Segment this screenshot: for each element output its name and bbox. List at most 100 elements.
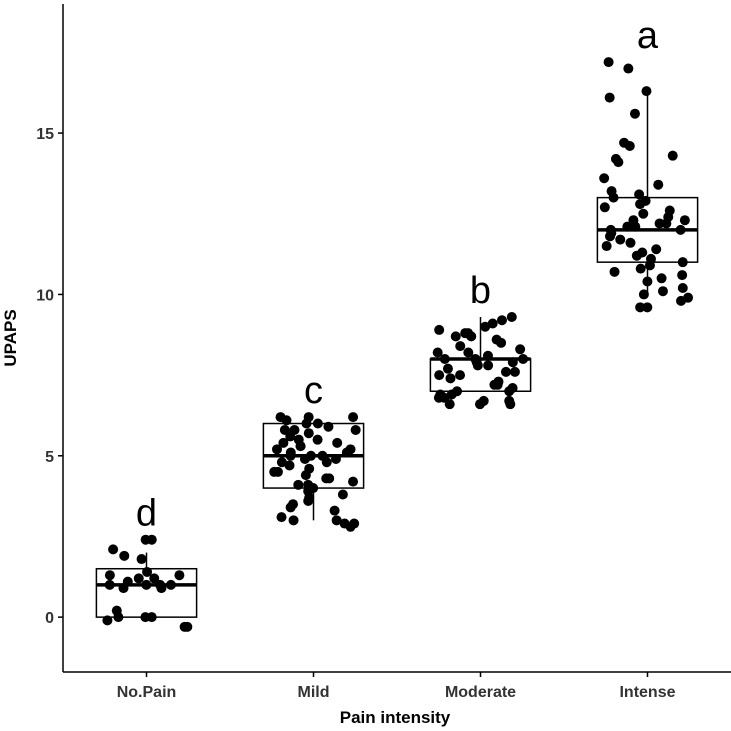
data-point bbox=[332, 437, 343, 448]
data-point bbox=[601, 241, 612, 252]
data-point bbox=[450, 331, 461, 342]
data-point bbox=[285, 431, 296, 442]
data-point bbox=[635, 302, 646, 313]
data-point bbox=[432, 347, 443, 358]
x-tick-label: Mild bbox=[298, 684, 330, 701]
data-point bbox=[507, 357, 518, 368]
data-point bbox=[609, 266, 620, 277]
data-point bbox=[165, 579, 176, 590]
data-point bbox=[653, 179, 664, 190]
data-point bbox=[281, 415, 292, 426]
data-point bbox=[496, 337, 507, 348]
data-point bbox=[119, 550, 130, 561]
y-tick-label: 15 bbox=[36, 126, 54, 143]
data-point bbox=[174, 570, 185, 581]
data-point bbox=[434, 324, 445, 335]
data-point bbox=[303, 495, 314, 506]
plot-area: d c b a bbox=[95, 15, 699, 632]
data-point bbox=[679, 215, 690, 226]
data-point bbox=[299, 454, 310, 465]
data-point bbox=[331, 515, 342, 526]
data-point bbox=[102, 615, 113, 626]
data-point bbox=[641, 86, 652, 97]
data-point bbox=[341, 447, 352, 458]
x-tick-label: Moderate bbox=[445, 684, 516, 701]
data-point bbox=[156, 583, 167, 594]
data-point bbox=[496, 315, 507, 326]
data-point bbox=[303, 428, 314, 439]
data-point bbox=[605, 231, 616, 242]
data-point bbox=[667, 150, 678, 161]
data-point bbox=[608, 192, 619, 203]
data-point bbox=[149, 573, 160, 584]
data-point bbox=[622, 221, 633, 232]
data-point bbox=[350, 424, 361, 435]
data-point bbox=[442, 363, 453, 374]
data-point bbox=[285, 502, 296, 513]
data-point bbox=[348, 412, 359, 423]
data-point bbox=[472, 360, 483, 371]
data-point bbox=[515, 344, 526, 355]
data-point bbox=[677, 282, 688, 293]
data-point bbox=[276, 457, 287, 468]
data-point bbox=[463, 347, 474, 358]
data-point bbox=[489, 379, 500, 390]
data-point bbox=[104, 579, 115, 590]
data-point bbox=[312, 418, 323, 429]
data-point bbox=[482, 350, 493, 361]
data-point bbox=[293, 479, 304, 490]
data-point bbox=[654, 218, 665, 229]
data-point bbox=[624, 140, 635, 151]
data-point bbox=[675, 224, 686, 235]
data-point bbox=[509, 366, 520, 377]
data-point bbox=[321, 473, 332, 484]
data-point bbox=[657, 286, 668, 297]
y-tick-label: 0 bbox=[45, 610, 54, 627]
data-point bbox=[630, 221, 641, 232]
data-point bbox=[635, 263, 646, 274]
data-point bbox=[104, 570, 115, 581]
data-point bbox=[345, 521, 356, 532]
y-axis-title: UPAPS bbox=[1, 309, 20, 366]
data-point bbox=[466, 331, 477, 342]
data-point bbox=[434, 370, 445, 381]
data-point bbox=[483, 360, 494, 371]
data-point bbox=[321, 457, 332, 468]
data-point bbox=[474, 399, 485, 410]
data-point bbox=[455, 341, 466, 352]
data-point bbox=[506, 312, 517, 323]
significance-letter: c bbox=[304, 370, 323, 412]
data-point bbox=[623, 63, 634, 74]
data-point bbox=[323, 421, 334, 432]
data-point bbox=[300, 470, 311, 481]
data-point bbox=[500, 366, 511, 377]
significance-letter: a bbox=[637, 15, 659, 57]
data-point bbox=[656, 273, 667, 284]
data-point bbox=[348, 476, 359, 487]
data-point bbox=[504, 386, 515, 397]
data-point bbox=[133, 573, 144, 584]
data-point bbox=[445, 373, 456, 384]
data-point bbox=[182, 621, 193, 632]
data-point bbox=[629, 108, 640, 119]
data-point bbox=[278, 437, 289, 448]
data-point bbox=[599, 202, 610, 213]
data-point bbox=[615, 234, 626, 245]
data-point bbox=[108, 544, 119, 555]
data-point bbox=[631, 250, 642, 261]
data-point bbox=[271, 444, 282, 455]
data-point bbox=[638, 208, 649, 219]
data-point bbox=[677, 270, 688, 281]
data-point bbox=[651, 244, 662, 255]
data-point bbox=[599, 173, 610, 184]
data-point bbox=[284, 460, 295, 471]
data-point bbox=[455, 370, 466, 381]
data-point bbox=[141, 579, 152, 590]
data-point bbox=[505, 399, 516, 410]
data-point bbox=[638, 289, 649, 300]
axes: 0 5 10 15 No.Pain Mild Moderate Intense bbox=[36, 4, 731, 701]
data-point bbox=[446, 389, 457, 400]
significance-letter: b bbox=[470, 270, 491, 312]
data-point bbox=[444, 399, 455, 410]
